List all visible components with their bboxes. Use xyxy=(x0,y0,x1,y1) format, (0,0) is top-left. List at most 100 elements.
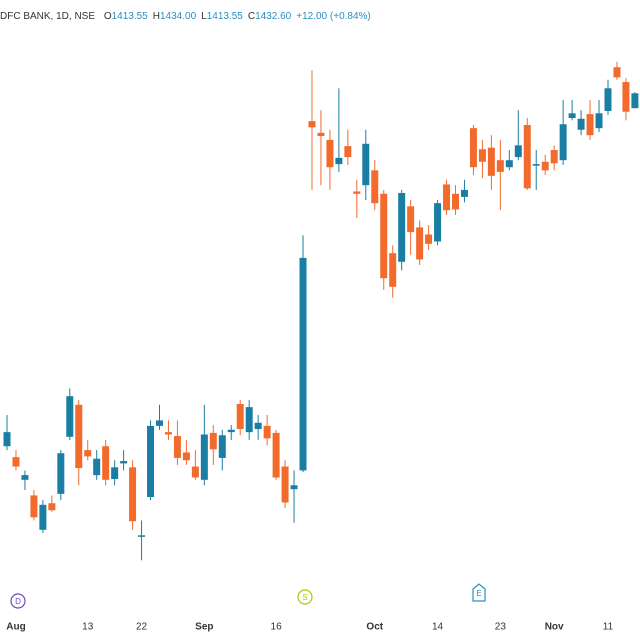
candle-body xyxy=(407,206,415,233)
candle-body xyxy=(335,157,343,165)
candle-body xyxy=(541,161,549,171)
candle-body xyxy=(532,164,540,166)
candle-body xyxy=(75,404,83,469)
candle-body xyxy=(191,466,199,478)
candle-body xyxy=(254,422,262,430)
x-tick-label: Aug xyxy=(6,622,25,633)
candle-body xyxy=(120,461,128,464)
candle-body xyxy=(443,184,451,211)
candle-body xyxy=(613,67,621,78)
candle-body xyxy=(111,467,119,480)
candle-body xyxy=(30,495,38,518)
candle-body xyxy=(138,535,146,537)
candle-body xyxy=(380,193,388,279)
candle-body xyxy=(595,113,603,129)
candle-body xyxy=(93,458,101,476)
candle-body xyxy=(460,189,468,197)
candle-body xyxy=(416,227,424,260)
candle-body xyxy=(434,203,442,242)
candle-body xyxy=(209,432,217,450)
candle-body xyxy=(272,432,280,478)
candle-body xyxy=(155,420,163,426)
candle-body xyxy=(568,113,576,118)
candle-body xyxy=(514,145,522,158)
candle-body xyxy=(577,118,585,130)
event-marker xyxy=(297,589,313,605)
field-label: H xyxy=(152,11,160,22)
candle-body xyxy=(66,396,74,437)
field-label: O xyxy=(103,11,112,22)
candle-body xyxy=(559,124,567,161)
candle-body xyxy=(21,475,29,480)
candle-body xyxy=(425,234,433,244)
candle-body xyxy=(586,114,594,136)
event-label: E xyxy=(476,589,481,598)
candle-body xyxy=(353,191,361,194)
candle-body xyxy=(523,125,531,189)
candle-body xyxy=(344,146,352,158)
candle-body xyxy=(48,503,56,511)
candle-body xyxy=(631,93,639,109)
candle-body xyxy=(263,425,271,439)
field-label: C xyxy=(247,11,256,22)
candle-body xyxy=(182,452,190,461)
candle-body xyxy=(290,485,298,490)
header: DFC BANK, 1D, NSE O1413.55 H1434.00 L1413.… xyxy=(0,11,376,22)
candle-body xyxy=(227,429,235,433)
x-tick-label: 11 xyxy=(603,622,614,633)
event-marker xyxy=(10,593,26,609)
x-tick-label: Nov xyxy=(545,622,564,633)
candle-body xyxy=(173,436,181,458)
candle-body xyxy=(496,160,504,172)
candle-body xyxy=(236,404,244,430)
candle-body xyxy=(505,160,513,168)
candle-body xyxy=(39,504,47,530)
change: +12.00 (+0.84%) xyxy=(296,11,371,22)
x-tick-label: 13 xyxy=(82,622,94,633)
candle-body xyxy=(622,82,630,112)
candle-body xyxy=(317,132,325,136)
candle-body xyxy=(389,253,397,287)
x-tick-label: 22 xyxy=(136,622,148,633)
candle-body xyxy=(164,432,172,435)
candle-body xyxy=(12,457,20,467)
candle-body xyxy=(281,466,289,503)
event-label: D xyxy=(15,597,21,606)
x-tick-label: 16 xyxy=(271,622,283,633)
candle-body xyxy=(308,121,316,128)
candle-body xyxy=(218,435,226,458)
x-tick-label: Oct xyxy=(366,622,383,633)
x-tick-label: 23 xyxy=(495,622,507,633)
candle-body xyxy=(469,128,477,168)
candle-body xyxy=(3,432,11,447)
candle-body xyxy=(245,407,253,433)
candle-body xyxy=(452,193,459,210)
field-value: 1413.55 xyxy=(206,11,243,22)
field-value: 1432.60 xyxy=(255,11,292,22)
candle-body xyxy=(550,150,558,164)
candle-body xyxy=(200,434,208,480)
candle-body xyxy=(102,446,110,480)
candle-body xyxy=(84,450,92,457)
candle-body xyxy=(129,467,137,522)
candle-body xyxy=(398,193,406,262)
candle-body xyxy=(478,149,486,162)
candle-body xyxy=(371,170,379,204)
x-tick-label: Sep xyxy=(195,622,213,633)
candle-body xyxy=(604,88,612,111)
candle-body xyxy=(57,453,65,494)
candle-body xyxy=(326,139,334,168)
field-value: 1413.55 xyxy=(111,11,148,22)
candle-body xyxy=(362,143,370,186)
event-marker xyxy=(472,583,486,602)
event-label: S xyxy=(302,593,307,602)
field-value: 1434.00 xyxy=(159,11,197,22)
candle-body xyxy=(299,257,307,471)
candle-body xyxy=(487,147,495,176)
candle-body xyxy=(147,425,155,497)
x-tick-label: 14 xyxy=(432,622,444,633)
symbol: DFC BANK, 1D, NSE xyxy=(0,11,96,22)
field-label: L xyxy=(201,11,207,22)
